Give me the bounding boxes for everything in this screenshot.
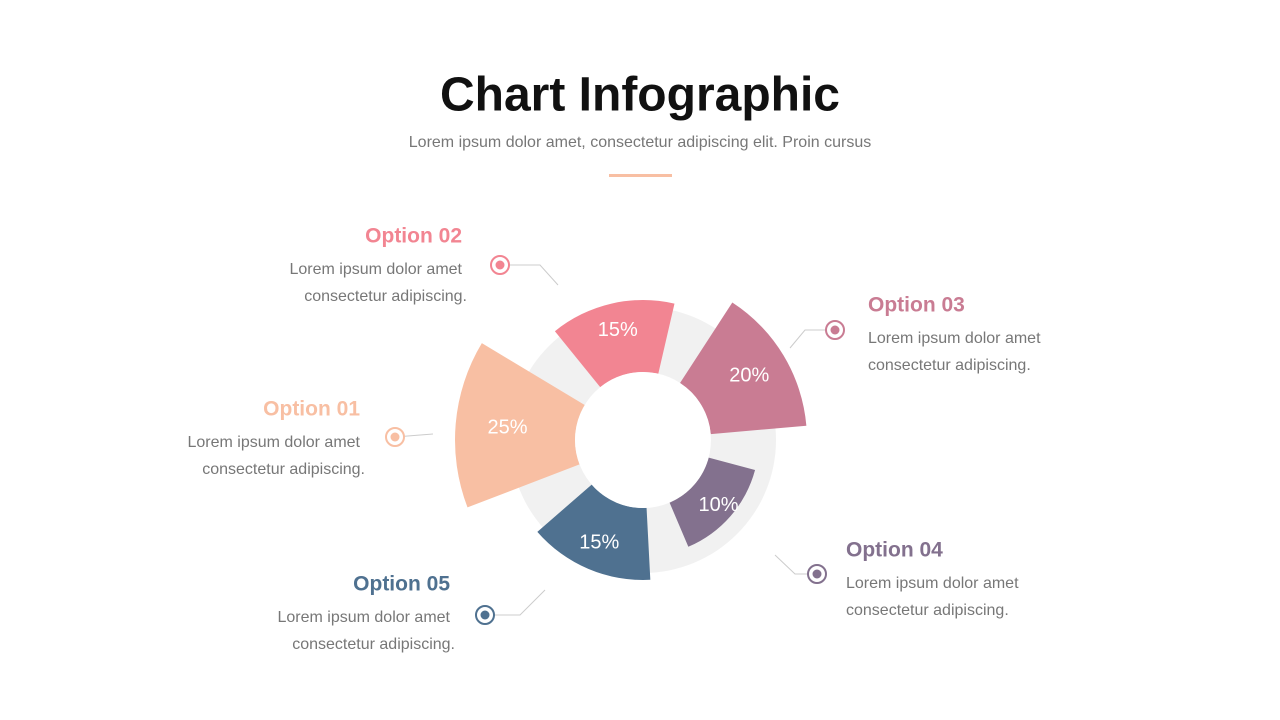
value-label: 25% — [488, 416, 528, 438]
segment — [554, 300, 675, 388]
option-text: consectetur adipiscing. — [202, 461, 365, 478]
option-title: Option 01 — [263, 398, 360, 421]
title: Chart Infographic — [440, 69, 840, 122]
segment — [454, 343, 585, 508]
segment — [537, 484, 651, 580]
marker-dot — [480, 610, 490, 620]
option-title: Option 04 — [846, 539, 943, 562]
marker-dot — [830, 325, 840, 335]
marker-dot — [495, 260, 505, 270]
option-text: Lorem ipsum dolor amet — [277, 609, 450, 626]
divider — [609, 174, 672, 177]
connector — [500, 264, 559, 286]
option-title: Option 05 — [353, 573, 450, 596]
option-text: consectetur adipiscing. — [292, 636, 455, 653]
option-text: Lorem ipsum dolor amet — [289, 261, 462, 278]
option-title: Option 02 — [365, 225, 462, 248]
value-label: 20% — [729, 364, 769, 386]
option-text: Lorem ipsum dolor amet — [187, 434, 360, 451]
option-text: consectetur adipiscing. — [304, 288, 467, 305]
segment — [680, 302, 807, 435]
marker-dot — [390, 432, 400, 442]
option-text: Lorem ipsum dolor amet — [846, 575, 1019, 592]
connector — [485, 589, 546, 616]
subtitle: Lorem ipsum dolor amet, consectetur adip… — [409, 134, 871, 151]
option-title: Option 03 — [868, 294, 965, 317]
hole — [575, 372, 711, 508]
segment — [669, 457, 756, 547]
value-label: 15% — [579, 531, 619, 553]
value-label: 10% — [698, 494, 738, 516]
option-text: consectetur adipiscing. — [868, 357, 1031, 374]
option-text: Lorem ipsum dolor amet — [868, 330, 1041, 347]
value-label: 15% — [598, 319, 638, 341]
option-text: consectetur adipiscing. — [846, 602, 1009, 619]
marker-dot — [812, 569, 822, 579]
